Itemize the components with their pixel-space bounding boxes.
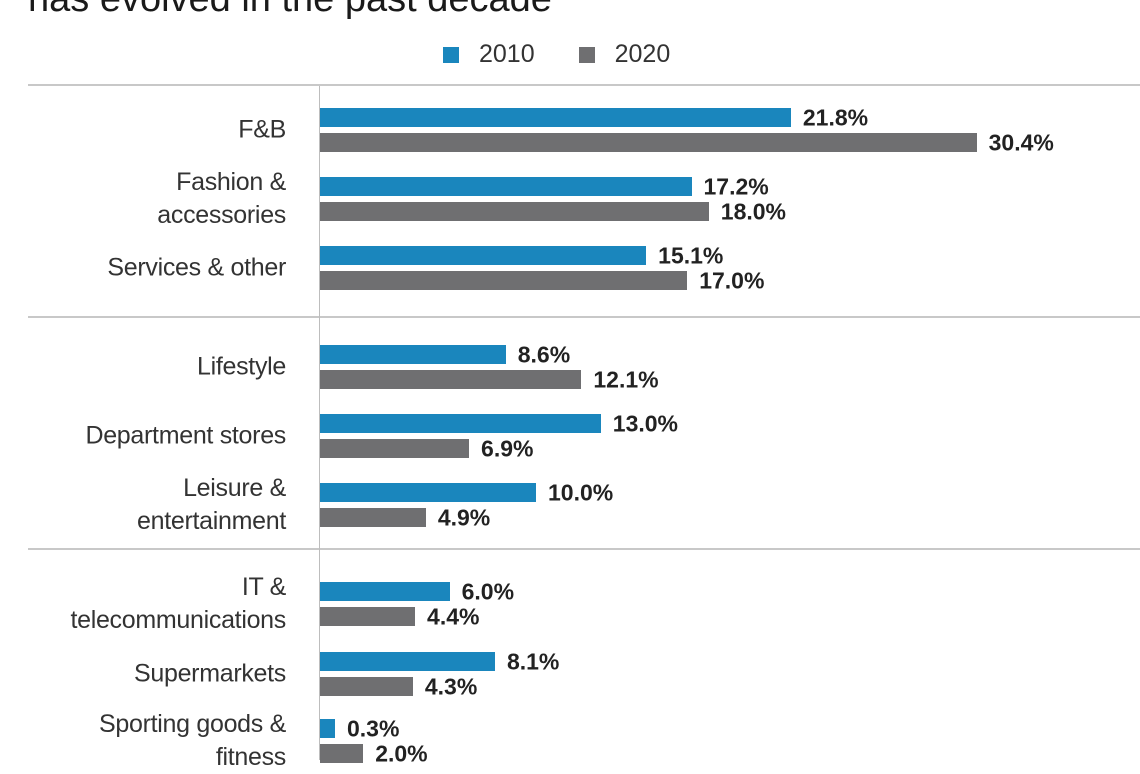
data-label-2020: 4.3%: [424, 673, 478, 700]
data-label-2010: 0.3%: [347, 715, 400, 742]
data-label-2020: 2.0%: [375, 740, 428, 767]
bar-2020: [320, 439, 470, 458]
bar-2010: [320, 652, 495, 671]
data-label-2010: 21.8%: [802, 104, 869, 131]
bar-2010: [320, 414, 601, 433]
bar-2020: [320, 133, 977, 152]
category-label-line: fitness: [215, 743, 286, 771]
category-label: F&B: [238, 114, 286, 147]
category-label: Department stores: [85, 420, 286, 453]
bar-2010: [320, 483, 536, 502]
group-divider: [28, 316, 1140, 318]
category-label: Lifestyle: [197, 351, 286, 384]
bar-2020: [320, 271, 688, 290]
category-label-line: Sporting goods &: [99, 710, 286, 738]
legend-swatch-2010: [443, 46, 459, 63]
data-label-2020: 17.0%: [699, 267, 765, 294]
category-label-line: F&B: [238, 115, 286, 144]
category-label-line: Fashion &: [176, 168, 286, 196]
bar-2020: [320, 508, 426, 527]
chart-title: has evolved in the past decade: [28, 0, 552, 21]
data-label-2010: 8.6%: [517, 341, 571, 368]
data-label-2020: 6.9%: [481, 435, 534, 462]
category-label: Sporting goods & fitness: [99, 708, 286, 774]
data-label-2010: 13.0%: [612, 410, 679, 437]
legend: 2010 2020: [443, 40, 714, 69]
legend-swatch-2020: [578, 46, 595, 63]
data-label-2010: 15.1%: [658, 242, 724, 269]
category-label: Fashion & accessories: [157, 166, 286, 232]
data-label-2020: 4.9%: [437, 504, 491, 531]
data-label-2010: 17.2%: [703, 173, 769, 200]
group-divider: [28, 84, 1140, 86]
bar-2020: [320, 744, 364, 763]
legend-item-2020: 2020: [578, 40, 671, 69]
category-label-line: telecommunications: [70, 606, 286, 634]
bar-2020: [320, 370, 582, 389]
category-label-line: accessories: [157, 201, 286, 229]
bar-2010: [320, 345, 506, 364]
category-axis: [319, 86, 320, 760]
bar-2020: [320, 202, 709, 221]
data-label-2020: 12.1%: [593, 366, 659, 393]
data-label-2020: 30.4%: [988, 129, 1054, 156]
category-label-line: entertainment: [137, 507, 286, 535]
category-label-line: Leisure &: [183, 474, 286, 502]
group-divider: [28, 548, 1140, 550]
data-label-2020: 18.0%: [720, 198, 787, 225]
bar-2010: [320, 719, 335, 738]
category-label: Supermarkets: [134, 658, 286, 691]
bar-2010: [320, 177, 692, 196]
category-label-line: Supermarkets: [133, 659, 286, 688]
bar-2010: [320, 582, 450, 601]
category-label-line: Lifestyle: [196, 352, 286, 381]
data-label-2010: 10.0%: [548, 479, 614, 506]
legend-item-2010: 2010: [443, 40, 535, 69]
bar-2020: [320, 607, 416, 626]
category-label-line: IT &: [241, 573, 286, 601]
bar-2010: [320, 108, 791, 127]
data-label-2010: 8.1%: [506, 648, 560, 675]
bar-2010: [320, 246, 647, 265]
legend-label-2010: 2010: [479, 40, 535, 68]
category-label-line: Department stores: [85, 421, 286, 450]
data-label-2010: 6.0%: [461, 578, 515, 605]
category-label: Services & other: [107, 252, 286, 285]
category-label: IT & telecommunications: [70, 571, 286, 637]
category-label-line: Services & other: [107, 253, 286, 282]
bar-2020: [320, 677, 413, 696]
data-label-2020: 4.4%: [427, 603, 480, 630]
category-label: Leisure & entertainment: [137, 472, 286, 538]
legend-label-2020: 2020: [614, 40, 671, 68]
